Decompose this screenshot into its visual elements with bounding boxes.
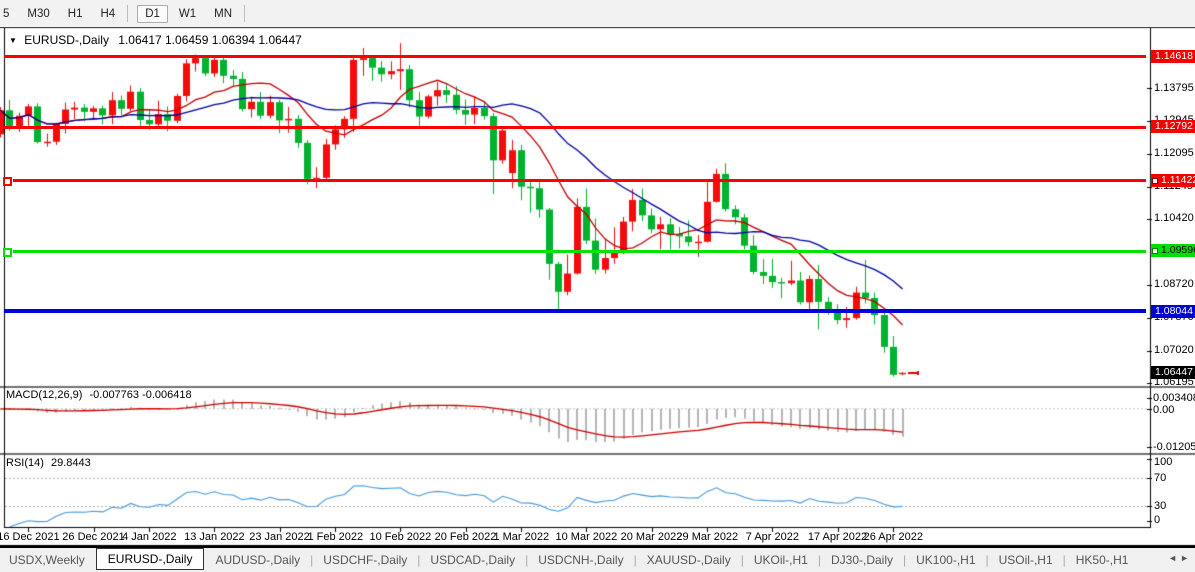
horizontal-line-1.08044[interactable]	[4, 309, 1146, 313]
date-axis-label: 26 Apr 2022	[863, 531, 923, 543]
chart-symbol-period: EURUSD-,Daily	[24, 33, 109, 47]
tab-scroll-left-icon[interactable]: ◄	[1168, 553, 1181, 563]
macd-axis-tick: 0.00	[1153, 404, 1175, 417]
tab-separator: |	[417, 553, 421, 567]
tab-separator: |	[633, 553, 637, 567]
price-axis-line-label: 1.11422	[1151, 173, 1195, 187]
horizontal-line-1.09596[interactable]	[13, 250, 1146, 253]
date-axis-label: 17 Apr 2022	[807, 531, 868, 543]
chart-title: ▼ EURUSD-,Daily 1.06417 1.06459 1.06394 …	[9, 33, 302, 47]
symbol-tab-audusd-daily[interactable]: AUDUSD-,Daily	[215, 553, 301, 567]
macd-name: MACD(12,26,9)	[6, 389, 83, 401]
symbol-tabbar: USDX,Weekly EURUSD-,Daily AUDUSD-,Daily | US…	[0, 548, 1195, 572]
tab-scroll-right-icon[interactable]: ►	[1180, 553, 1192, 563]
rsi-axis-tick: 0	[1154, 514, 1161, 526]
symbol-tab-usdcad-daily[interactable]: USDCAD-,Daily	[430, 553, 516, 567]
date-axis-label: 20 Feb 2022	[434, 531, 497, 543]
tab-separator: |	[985, 553, 989, 567]
chart-dropdown-icon[interactable]: ▼	[9, 36, 17, 45]
hline-handle[interactable]	[3, 177, 12, 186]
macd-label: MACD(12,26,9) -0.007763 -0.006418	[6, 389, 192, 401]
date-axis-label: 1 Feb 2022	[307, 531, 364, 543]
macd-axis-tick: 0.003408	[1153, 392, 1195, 404]
tab-separator: |	[817, 553, 821, 567]
toolbar-separator	[244, 5, 246, 22]
timeframe-button-5[interactable]: 5	[3, 7, 10, 20]
price-axis-tick: 1.13795	[1154, 81, 1194, 94]
date-axis-label: 20 Mar 2022	[620, 531, 683, 543]
price-axis-line-label: 1.06447	[1151, 366, 1195, 380]
rsi-value: 29.8443	[50, 457, 91, 469]
rsi-axis-tick: 30	[1154, 499, 1167, 512]
date-axis-label: 10 Mar 2022	[555, 531, 618, 543]
date-axis-label: 23 Jan 2022	[249, 531, 310, 543]
rsi-axis-tick: 100	[1154, 456, 1173, 468]
timeframe-button-h1[interactable]: H1	[67, 7, 83, 20]
tab-separator: |	[1062, 553, 1066, 567]
price-axis-tick: 1.07020	[1154, 344, 1194, 357]
tab-scroll-arrows: ◄►	[1168, 553, 1192, 563]
date-axis-label: 13 Jan 2022	[184, 531, 245, 543]
horizontal-line-1.14618[interactable]	[4, 55, 1146, 58]
hline-handle[interactable]	[3, 248, 12, 257]
rsi-name: RSI(14)	[6, 457, 44, 469]
symbol-tab-ukoil-h1[interactable]: UKOil-,H1	[753, 553, 808, 567]
symbol-tab-uk100-h1[interactable]: UK100-,H1	[916, 553, 976, 567]
symbol-tab-dj30-daily[interactable]: DJ30-,Daily	[830, 553, 893, 567]
timeframe-button-mn[interactable]: MN	[214, 7, 233, 20]
toolbar-separator	[127, 5, 129, 22]
date-axis-label: 16 Dec 2021	[0, 531, 60, 543]
date-axis-label: 29 Mar 2022	[676, 531, 739, 543]
timeframe-button-w1[interactable]: W1	[178, 7, 197, 20]
symbol-tab-usoil-h1[interactable]: USOil-,H1	[998, 553, 1053, 567]
timeframe-button-m30[interactable]: M30	[27, 7, 50, 20]
tab-separator: |	[903, 553, 907, 567]
date-axis-label: 7 Apr 2022	[745, 531, 799, 543]
timeframe-button-h4[interactable]: H4	[100, 7, 116, 20]
date-axis-label: 4 Jan 2022	[122, 531, 177, 543]
horizontal-line-1.11422[interactable]	[13, 179, 1146, 182]
macd-axis-tick: -0.012058	[1153, 440, 1195, 453]
symbol-tab-usdchf-daily[interactable]: USDCHF-,Daily	[323, 553, 408, 567]
price-axis-line-label: 1.09596	[1151, 244, 1195, 258]
horizontal-line-1.12792[interactable]	[4, 126, 1146, 129]
chart-ohlc-values: 1.06417 1.06459 1.06394 1.06447	[118, 33, 302, 47]
symbol-tab-xauusd-daily[interactable]: XAUUSD-,Daily	[646, 553, 731, 567]
tab-separator: |	[740, 553, 744, 567]
macd-values: -0.007763 -0.006418	[89, 389, 192, 401]
price-axis-line-label: 1.14618	[1151, 49, 1195, 63]
price-axis-tick: 1.10420	[1154, 212, 1194, 225]
price-axis-tick: 1.08720	[1154, 278, 1194, 291]
date-axis-label: 26 Dec 2021	[62, 531, 125, 543]
symbol-tab-usdcnh-daily[interactable]: USDCNH-,Daily	[538, 553, 624, 567]
timeframe-toolbar: 5 M30 H1 H4 D1 W1 MN	[0, 0, 1195, 28]
price-axis-line-label: 1.08044	[1151, 304, 1195, 318]
date-axis-label: 10 Feb 2022	[369, 531, 432, 543]
timeframe-button-d1[interactable]: D1	[137, 4, 168, 23]
price-axis-line-label: 1.12792	[1151, 120, 1195, 134]
symbol-tab-eurusd-daily[interactable]: EURUSD-,Daily	[95, 548, 205, 570]
symbol-tab-usdx-weekly[interactable]: USDX,Weekly	[9, 553, 85, 567]
price-axis-tick: 1.12095	[1154, 147, 1194, 160]
tab-separator: |	[525, 553, 529, 567]
date-axis-label: 1 Mar 2022	[493, 531, 550, 543]
price-chart-canvas[interactable]	[0, 0, 1195, 548]
symbol-tab-hk50-h1[interactable]: HK50-,H1	[1075, 553, 1129, 567]
tab-separator: |	[310, 553, 314, 567]
rsi-label: RSI(14) 29.8443	[6, 457, 91, 469]
rsi-axis-tick: 70	[1154, 471, 1167, 484]
